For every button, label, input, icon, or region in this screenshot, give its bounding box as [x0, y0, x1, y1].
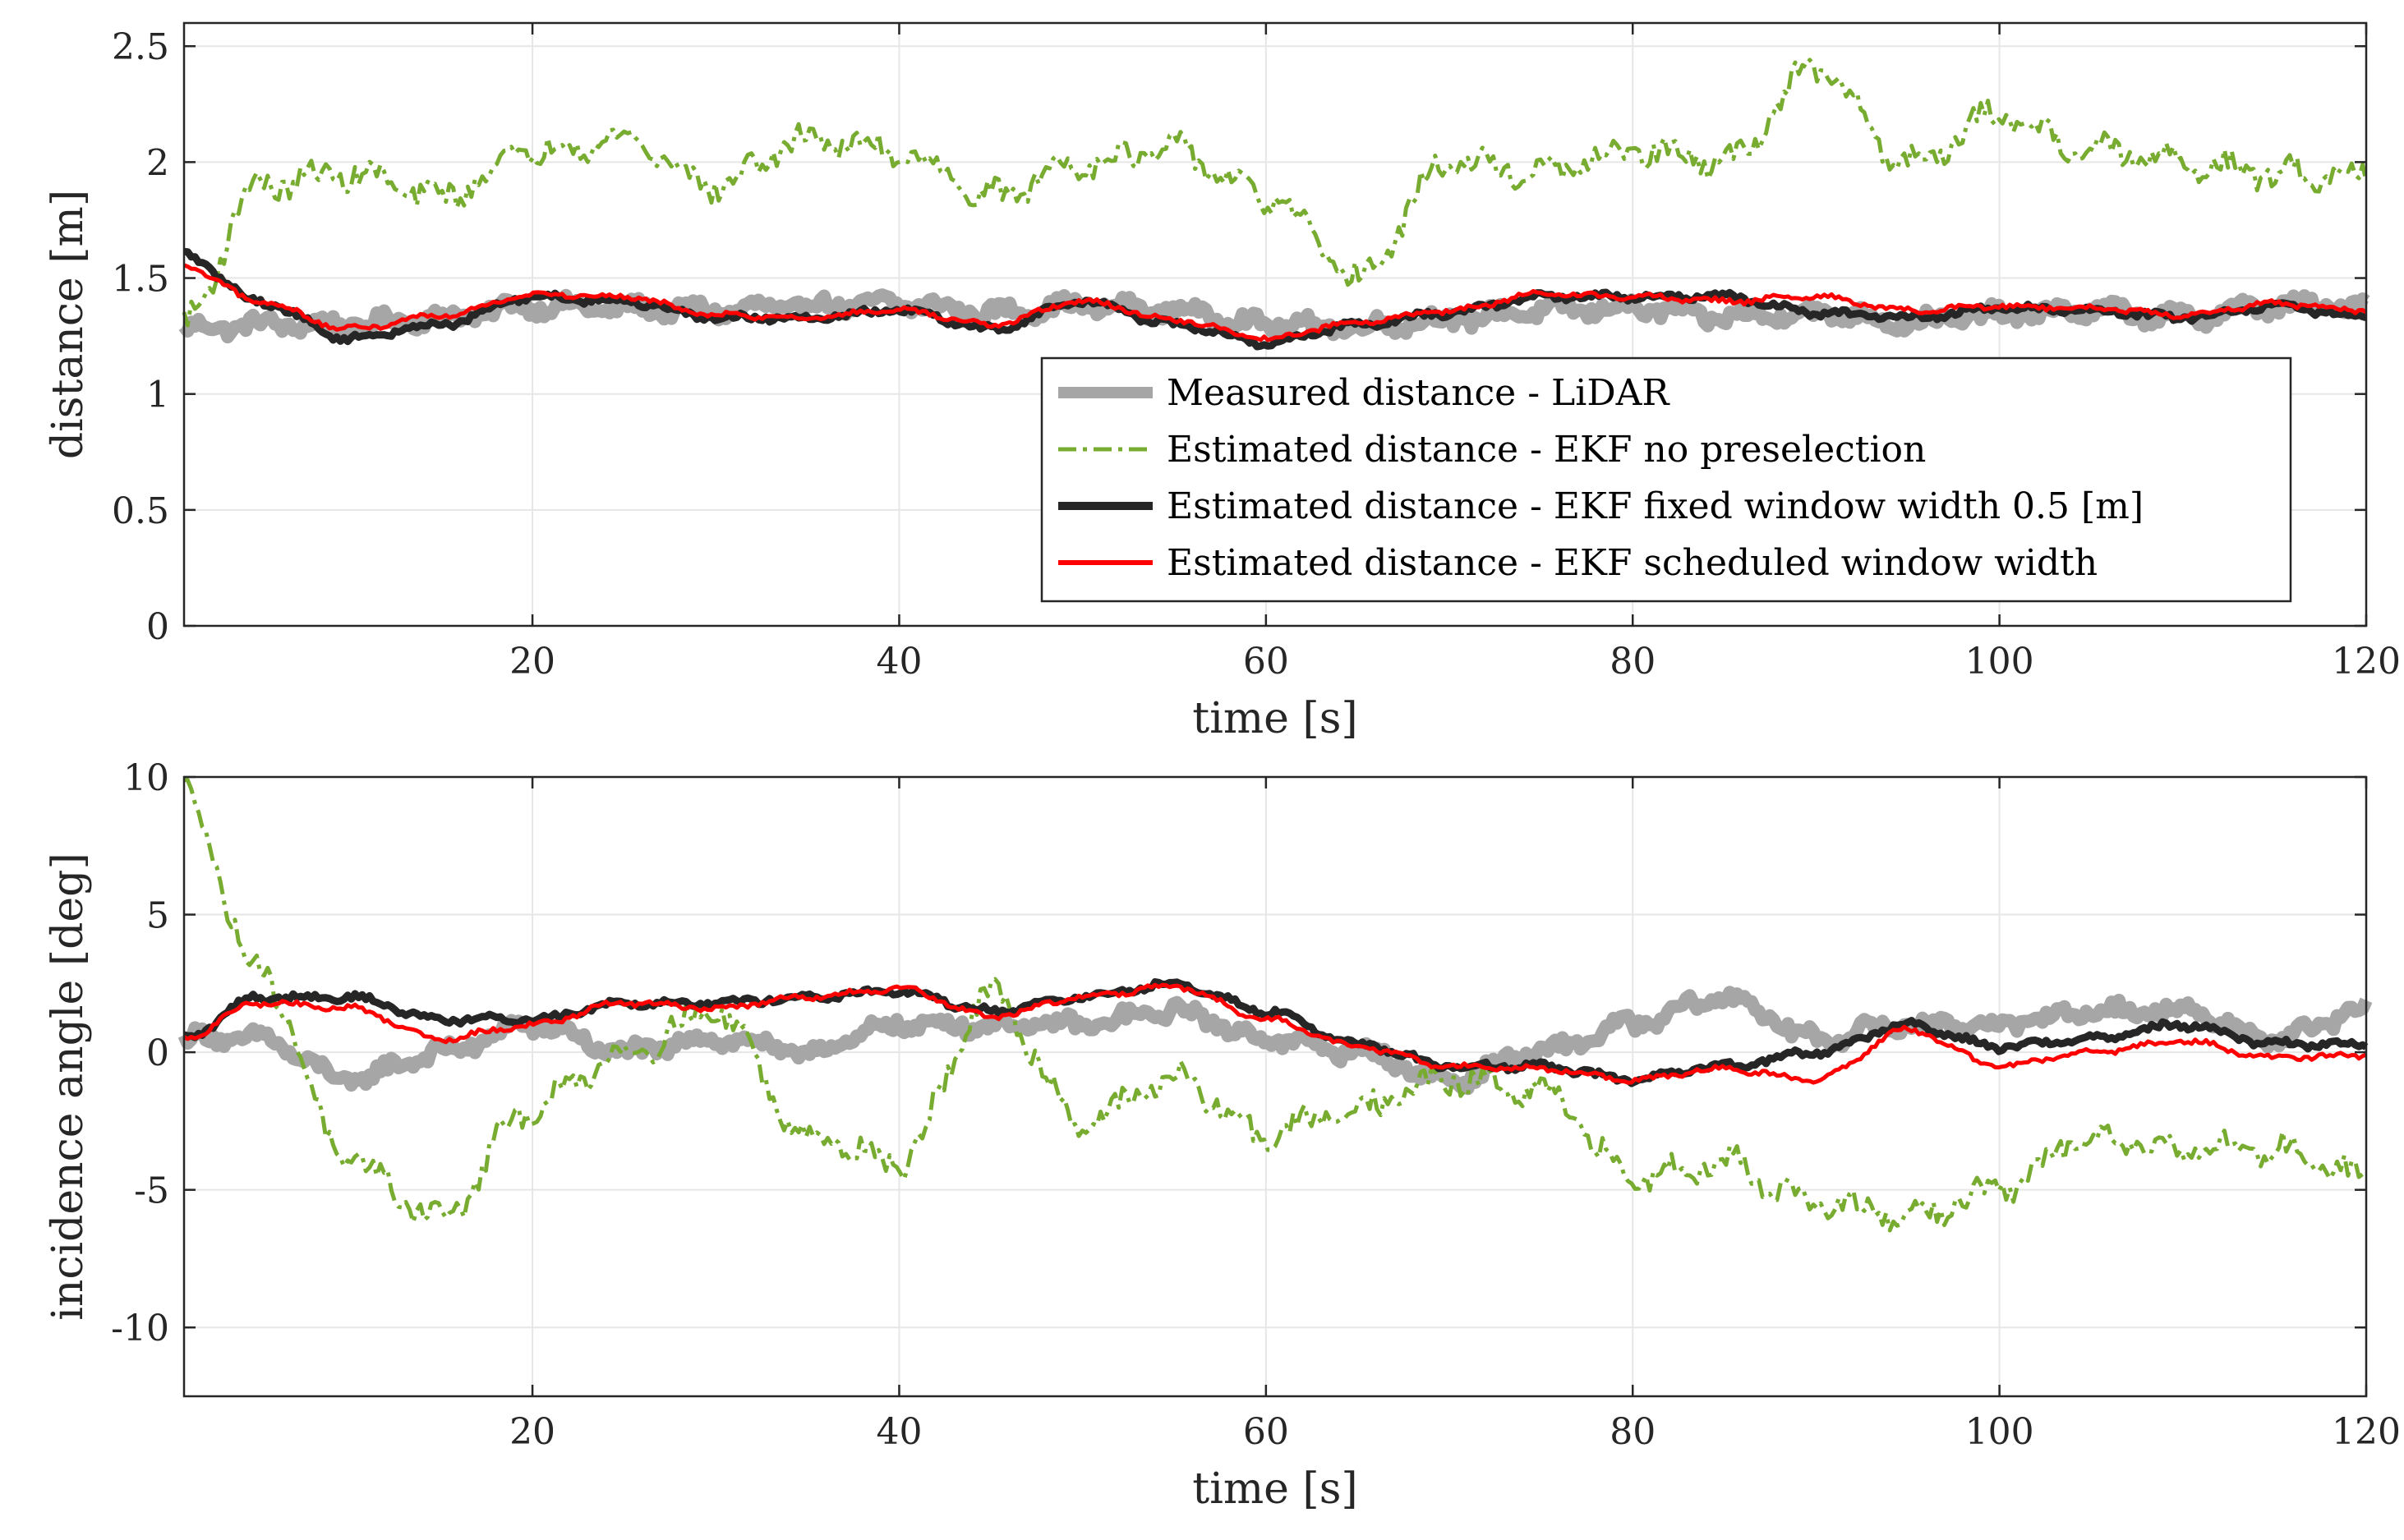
incidence-x-tick-label: 100	[1965, 1411, 2034, 1453]
incidence-y-tick-label: -5	[134, 1170, 169, 1212]
incidence-series-ekf-fixed	[182, 978, 2369, 1087]
legend-entry-ekf-no-preselection: Estimated distance - EKF no preselection	[1167, 429, 1926, 471]
incidence-panel: 20 40 60 80 100 120 -10 -5 0 5 10 time [s] inciden…	[44, 757, 2401, 1514]
incidence-x-tick-label: 60	[1243, 1411, 1289, 1453]
distance-x-tick-label: 120	[2332, 641, 2401, 683]
incidence-series-lidar	[177, 986, 2373, 1096]
distance-series-lidar	[178, 288, 2370, 344]
incidence-series-ekf-no-preselection	[184, 778, 2367, 1233]
distance-series-ekf-no-preselection	[182, 57, 2369, 328]
incidence-x-tick-label: 20	[509, 1411, 555, 1453]
legend-entry-ekf-fixed: Estimated distance - EKF fixed window wi…	[1167, 485, 2144, 527]
incidence-ticks: 20 40 60 80 100 120 -10 -5 0 5 10	[111, 757, 2401, 1453]
incidence-y-tick-label: 0	[146, 1032, 169, 1074]
distance-y-tick-label: 2	[146, 142, 169, 184]
distance-y-tick-label: 0	[146, 606, 169, 648]
incidence-y-tick-label: 10	[123, 757, 169, 799]
legend-box	[1040, 356, 2292, 603]
legend-entry-ekf-scheduled: Estimated distance - EKF scheduled windo…	[1167, 542, 2098, 584]
incidence-y-tick-label: -10	[111, 1308, 169, 1349]
incidence-x-tick-label: 40	[876, 1411, 922, 1453]
distance-x-tick-label: 60	[1243, 641, 1289, 683]
distance-x-tick-label: 20	[509, 641, 555, 683]
distance-y-tick-label: 0.5	[112, 490, 169, 532]
distance-y-tick-label: 1.5	[112, 259, 169, 301]
distance-x-axis-label: time [s]	[1192, 694, 1357, 743]
incidence-x-tick-label: 80	[1610, 1411, 1656, 1453]
incidence-x-axis-label: time [s]	[1192, 1464, 1357, 1514]
distance-y-tick-label: 1	[146, 375, 169, 416]
incidence-series	[177, 778, 2373, 1233]
incidence-x-tick-label: 120	[2332, 1411, 2401, 1453]
distance-axes-box	[182, 21, 2368, 627]
distance-panel: 20 40 60 80 100 120 0 0.5 1 1.5 2 2.5 time [s] dist…	[44, 21, 2401, 743]
distance-y-tick-label: 2.5	[112, 26, 169, 68]
distance-ticks: 20 40 60 80 100 120 0 0.5 1 1.5 2 2.5	[112, 23, 2401, 683]
distance-x-tick-label: 100	[1965, 641, 2034, 683]
legend-entry-lidar: Measured distance - LiDAR	[1167, 372, 1670, 414]
distance-x-tick-label: 80	[1610, 641, 1656, 683]
distance-series	[178, 57, 2370, 351]
incidence-series-ekf-scheduled	[182, 982, 2367, 1085]
incidence-axes-box	[182, 775, 2368, 1398]
incidence-y-axis-label: incidence angle [deg]	[44, 853, 93, 1321]
legend: Measured distance - LiDAR Estimated dist…	[1040, 356, 2292, 603]
incidence-grid	[184, 776, 2367, 1396]
distance-x-tick-label: 40	[876, 641, 922, 683]
incidence-y-tick-label: 5	[146, 895, 169, 937]
distance-series-ekf-scheduled	[183, 263, 2368, 342]
distance-y-axis-label: distance [m]	[44, 190, 93, 459]
